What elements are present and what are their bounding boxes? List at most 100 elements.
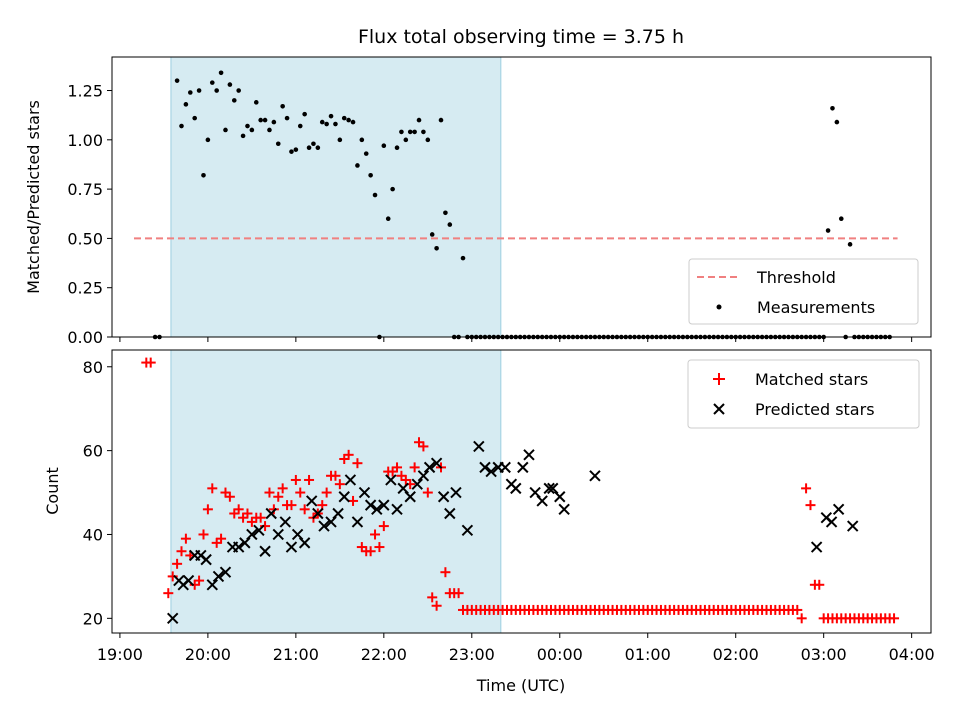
predicted-star-point: [332, 507, 344, 520]
predicted-star-point: [212, 570, 225, 583]
predicted-star-point: [358, 486, 371, 499]
predicted-star-point: [246, 528, 258, 541]
measurement-point: [275, 141, 281, 147]
measurement-point: [429, 232, 435, 237]
measurement-point: [201, 173, 206, 178]
measurement-point: [311, 141, 316, 147]
matched-star-point: [418, 441, 429, 452]
matched-star-point: [295, 487, 306, 498]
measurement-point: [372, 192, 378, 198]
predicted-star-point: [265, 507, 277, 520]
matched-star-point: [277, 483, 288, 494]
measurement-point: [438, 117, 444, 123]
predicted-star-point: [523, 449, 535, 461]
predicted-star-point: [344, 474, 357, 486]
predicted-star-point: [437, 491, 450, 503]
top-y-axis-label: Matched/Predicted stars: [24, 100, 43, 294]
matched-star-point: [233, 504, 244, 515]
predicted-star-point: [232, 541, 245, 553]
matched-star-point: [796, 613, 807, 624]
measurement-point: [227, 82, 233, 87]
xtick-label: 23:00: [449, 645, 495, 664]
measurement-point: [460, 255, 466, 261]
predicted-star-point: [558, 503, 570, 516]
matched-star-point: [172, 558, 183, 569]
bottom-ytick-label: 20: [83, 609, 103, 628]
predicted-star-point: [166, 612, 179, 625]
measurement-point: [328, 113, 334, 119]
xtick-label: 22:00: [361, 645, 407, 664]
measurement-point: [315, 145, 321, 151]
measurement-point: [847, 242, 853, 247]
measurement-point: [447, 222, 453, 227]
measurement-point: [394, 145, 400, 151]
predicted-star-point: [298, 537, 311, 549]
matched-star-point: [273, 491, 284, 502]
matched-star-point: [224, 491, 235, 502]
top-ytick-label: 1.00: [67, 131, 103, 150]
matched-star-point: [365, 546, 376, 557]
matched-star-point: [440, 567, 451, 578]
matched-star-point: [889, 613, 900, 624]
measurement-point: [390, 186, 395, 192]
xtick-label: 02:00: [713, 645, 759, 664]
measurement-point: [425, 137, 431, 143]
predicted-star-point: [554, 491, 566, 503]
bottom-axes-frame: [111, 349, 932, 634]
measurement-point: [218, 70, 224, 76]
predicted-star-point: [272, 528, 284, 541]
predicted-star-point: [517, 461, 529, 474]
chart-title: Flux total observing time = 3.75 h: [358, 26, 684, 48]
measurement-point: [306, 145, 312, 151]
measurement-point: [245, 123, 250, 129]
measurement-point: [319, 119, 325, 125]
matched-star-point: [290, 474, 301, 485]
measurement-point: [403, 137, 409, 143]
top-legend: Threshold Measurements: [688, 258, 919, 325]
matched-star-point: [330, 470, 341, 481]
predicted-star-point: [479, 461, 491, 474]
predicted-star-point: [200, 553, 212, 566]
bottom-y-axis-label: Count: [43, 467, 62, 515]
top-axes-frame: [111, 56, 932, 338]
predicted-star-point: [499, 461, 511, 474]
measurement-point: [416, 117, 422, 123]
matched-star-point: [352, 458, 363, 469]
xtick-label: 19:00: [97, 645, 143, 664]
measurement-point: [324, 121, 329, 127]
matched-star-point: [264, 487, 275, 498]
predicted-star-point: [832, 503, 845, 516]
measurement-point: [359, 137, 365, 143]
matched-star-point: [202, 504, 213, 515]
legend-predicted-swatch: [713, 403, 725, 415]
measurement-point: [381, 143, 387, 149]
legend-measurements-swatch: [716, 304, 722, 310]
predicted-star-point: [312, 507, 324, 520]
matched-star-point: [431, 600, 442, 611]
predicted-star-point: [825, 516, 838, 528]
predicted-star-point: [259, 545, 271, 557]
matched-star-point: [207, 483, 218, 494]
matched-star-point: [242, 508, 253, 519]
predicted-star-point: [536, 495, 548, 507]
measurement-point: [183, 102, 189, 107]
xtick-label: 04:00: [889, 645, 935, 664]
measurement-point: [412, 129, 417, 135]
predicted-star-point: [371, 503, 383, 516]
xtick-label: 20:00: [185, 645, 231, 664]
top-ytick-label: 0.75: [67, 180, 103, 199]
measurement-point: [209, 80, 215, 85]
matched-star-point: [814, 579, 825, 590]
matched-star-point: [180, 533, 191, 544]
measurement-point: [333, 121, 338, 127]
predicted-star-point: [450, 486, 462, 499]
bottom-ytick-label: 40: [83, 525, 103, 544]
bottom-panel: 20 40 60 80 19:00 20:00 21:00 22:00 23:00 00:00 0…: [43, 349, 935, 695]
measurement-point: [350, 119, 356, 125]
predicted-star-point: [846, 520, 859, 532]
measurement-point: [284, 115, 290, 121]
predicted-star-point: [391, 503, 403, 516]
measurement-point: [258, 117, 263, 123]
measurement-point: [293, 147, 299, 152]
matched-star-point: [216, 533, 227, 544]
